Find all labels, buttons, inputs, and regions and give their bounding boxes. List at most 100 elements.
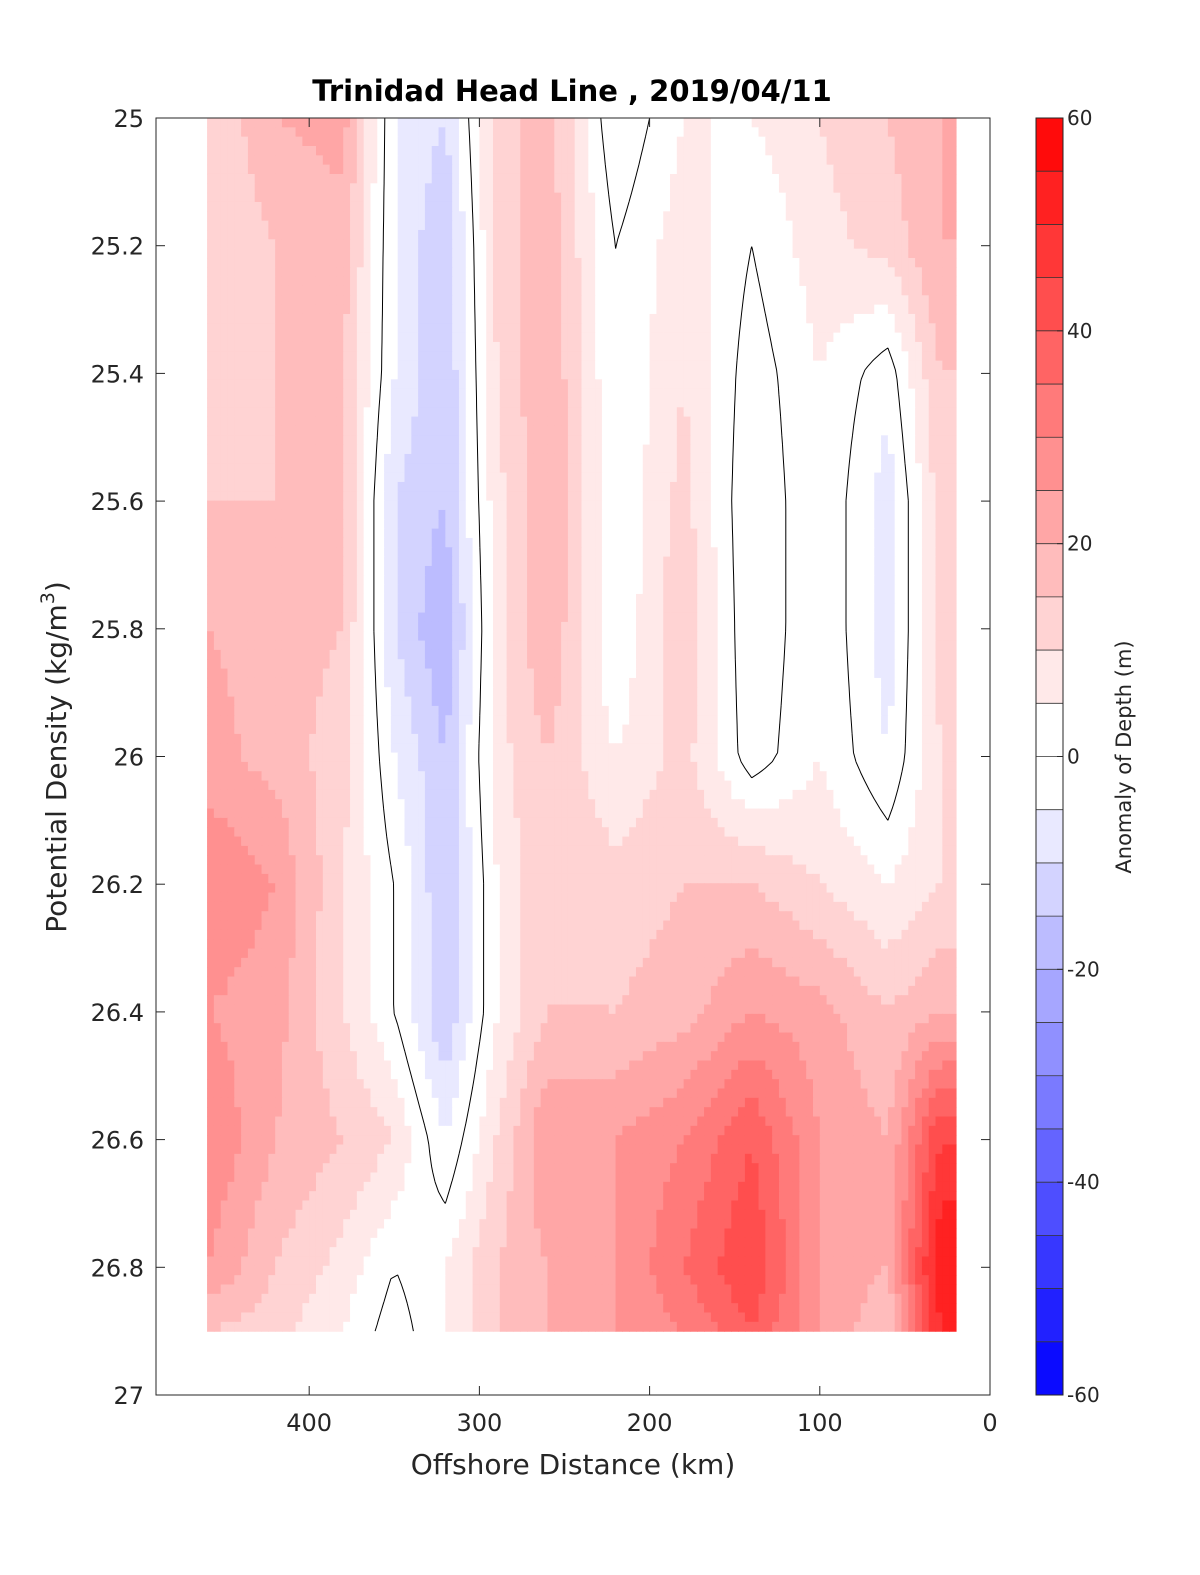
field-cell <box>356 397 365 408</box>
field-cell <box>595 369 603 380</box>
field-cell <box>717 351 726 362</box>
field-cell <box>935 248 943 259</box>
field-cell <box>874 491 882 502</box>
field-cell <box>527 397 535 408</box>
field-cell <box>445 239 453 250</box>
field-cell <box>778 491 787 502</box>
field-cell <box>738 220 746 231</box>
field-cell <box>234 332 242 343</box>
field-cell <box>921 463 930 474</box>
field-cell <box>397 276 406 287</box>
field-cell <box>445 192 453 203</box>
field-cell <box>445 164 453 175</box>
field-cell <box>261 369 269 380</box>
field-cell <box>390 313 399 324</box>
field-cell <box>785 239 794 250</box>
field-cell <box>213 379 222 390</box>
field-cell <box>772 267 780 278</box>
field-cell <box>635 528 644 539</box>
field-cell <box>819 192 828 203</box>
field-cell <box>513 379 521 390</box>
field-cell <box>322 267 331 278</box>
field-cell <box>288 127 297 138</box>
field-cell <box>772 444 780 455</box>
field-cell <box>765 491 773 502</box>
field-cell <box>397 341 406 352</box>
field-cell <box>860 397 869 408</box>
field-cell <box>860 146 869 156</box>
field-cell <box>765 463 773 474</box>
field-cell <box>942 267 950 278</box>
field-cell <box>213 528 222 539</box>
field-cell <box>690 397 698 408</box>
field-cell <box>220 173 229 184</box>
field-cell <box>595 444 603 455</box>
field-cell <box>697 276 705 287</box>
field-cell <box>254 146 263 156</box>
field-cell <box>792 201 800 212</box>
field-cell <box>758 379 766 390</box>
field-cell <box>921 323 930 334</box>
field-cell <box>656 183 664 194</box>
field-cell <box>765 472 773 483</box>
field-cell <box>513 509 521 520</box>
field-cell <box>397 155 406 166</box>
field-cell <box>819 369 828 380</box>
field-cell <box>874 285 882 296</box>
field-cell <box>935 220 943 231</box>
field-cell <box>928 192 937 203</box>
field-cell <box>288 295 297 306</box>
field-cell <box>418 118 426 128</box>
field-cell <box>894 257 903 268</box>
field-cell <box>581 248 589 259</box>
field-cell <box>731 416 739 427</box>
field-cell <box>234 500 242 511</box>
field-cell <box>493 173 501 184</box>
field-cell <box>493 323 501 334</box>
field-cell <box>649 164 657 175</box>
field-cell <box>554 211 562 222</box>
field-cell <box>833 453 841 464</box>
field-cell <box>418 136 426 147</box>
field-cell <box>567 313 576 324</box>
field-cell <box>601 416 610 427</box>
field-cell <box>363 155 372 166</box>
field-cell <box>874 481 882 492</box>
field-cell <box>826 285 835 296</box>
field-cell <box>608 164 617 175</box>
field-cell <box>744 267 753 278</box>
field-cell <box>247 183 256 194</box>
field-cell <box>329 463 338 474</box>
field-cell <box>281 463 290 474</box>
field-cell <box>635 472 644 483</box>
field-cell <box>247 341 256 352</box>
field-cell <box>486 332 494 343</box>
field-cell <box>561 304 569 315</box>
field-cell <box>288 118 297 128</box>
field-cell <box>322 118 331 128</box>
field-cell <box>608 267 617 278</box>
field-cell <box>949 528 957 539</box>
field-cell <box>486 304 494 315</box>
field-cell <box>792 211 800 222</box>
field-cell <box>676 285 685 296</box>
field-cell <box>295 369 303 380</box>
field-cell <box>268 453 276 464</box>
field-cell <box>384 183 392 194</box>
field-cell <box>452 519 460 530</box>
field-cell <box>928 341 937 352</box>
field-cell <box>424 173 433 184</box>
field-cell <box>581 136 589 147</box>
field-cell <box>350 528 358 539</box>
field-cell <box>288 192 297 203</box>
field-cell <box>520 369 528 380</box>
field-cell <box>901 239 909 250</box>
field-cell <box>261 435 269 446</box>
field-cell <box>697 332 705 343</box>
field-cell <box>513 146 521 156</box>
field-cell <box>629 164 637 175</box>
field-cell <box>812 453 821 464</box>
field-cell <box>649 500 657 511</box>
field-cell <box>343 332 351 343</box>
field-cell <box>315 528 324 539</box>
